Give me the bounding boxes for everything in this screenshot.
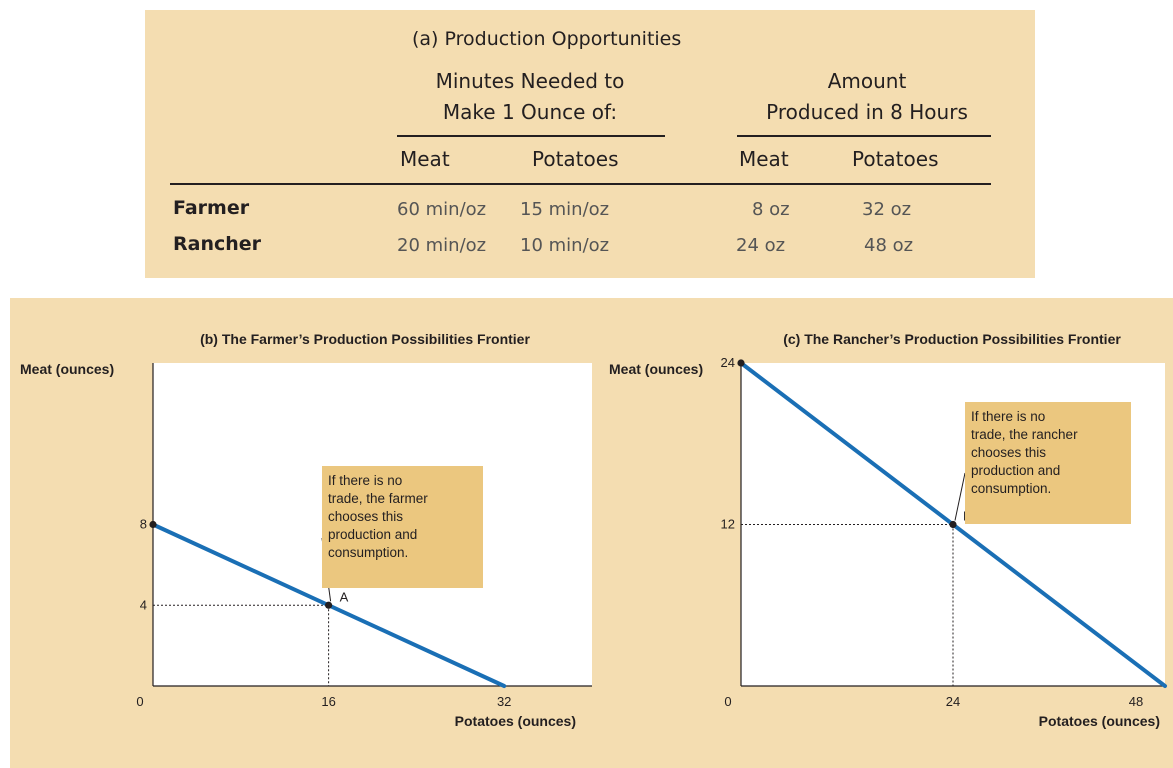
table-cell: 48 oz [864, 235, 914, 256]
row-label-rancher: Rancher [173, 233, 262, 255]
annotation-line: chooses this [971, 445, 1047, 460]
table-cell: 15 min/oz [520, 199, 610, 220]
table-cell: 20 min/oz [397, 235, 487, 256]
group-header-minutes: Minutes Needed to Make 1 Ounce of: [400, 66, 660, 128]
intercept-dot [149, 520, 157, 529]
group-header-line: Produced in 8 Hours [766, 100, 968, 124]
annotation-line: consumption. [971, 481, 1052, 496]
table-title: (a) Production Opportunities [412, 28, 682, 50]
group-rule-amount [737, 135, 991, 137]
y-axis-label: Meat (ounces) [20, 361, 114, 377]
point-dot [949, 520, 957, 529]
annotation-line: If there is no [971, 409, 1046, 424]
column-header-potatoes: Potatoes [852, 147, 939, 171]
group-header-line: Make 1 Ounce of: [442, 100, 618, 124]
x-axis-label: Potatoes (ounces) [1039, 713, 1160, 729]
point-dot [325, 601, 333, 609]
column-header-meat: Meat [400, 147, 450, 171]
y-tick-label: 12 [721, 517, 735, 532]
production-opportunities-table: (a) Production Opportunities Minutes Nee… [145, 10, 1035, 278]
chart-title: (b) The Farmer’s Production Possibilitie… [200, 331, 530, 347]
callout-leader-line [954, 472, 966, 521]
y-tick-label: 4 [140, 597, 147, 612]
table-cell: 10 min/oz [520, 235, 610, 256]
annotation-line: If there is no [328, 473, 403, 488]
x-tick-label: 0 [724, 694, 731, 709]
table-cell: 24 oz [736, 235, 786, 256]
annotation-line: production and [328, 527, 418, 542]
x-tick-label: 16 [321, 694, 335, 709]
header-rule [170, 183, 991, 185]
annotation-callout: If there is no trade, the rancher chooses … [965, 402, 1131, 524]
x-tick-label: 24 [946, 694, 960, 709]
annotation-line: production and [971, 463, 1061, 478]
annotation-callout: If there is no trade, the farmer chooses t… [322, 466, 483, 588]
group-header-line: Minutes Needed to [435, 69, 625, 93]
y-tick-label: 24 [721, 355, 735, 370]
x-tick-label: 0 [136, 694, 143, 709]
row-label-farmer: Farmer [173, 197, 250, 219]
annotation-line: chooses this [328, 509, 404, 524]
group-header-amount: Amount Produced in 8 Hours [742, 66, 992, 128]
column-header-potatoes: Potatoes [532, 147, 619, 171]
column-header-meat: Meat [739, 147, 789, 171]
ppf-charts-svg: (b) The Farmer’s Production Possibilitie… [20, 331, 1167, 729]
table-cell: 32 oz [862, 199, 912, 220]
point-label: A [340, 589, 349, 604]
y-axis-label: Meat (ounces) [609, 361, 703, 377]
chart-title: (c) The Rancher’s Production Possibiliti… [783, 331, 1121, 347]
y-tick-label: 8 [140, 517, 147, 532]
table-cell: 60 min/oz [397, 199, 487, 220]
annotation-line: consumption. [328, 545, 409, 560]
annotation-line: trade, the farmer [328, 491, 428, 506]
ppf-charts-panel: (b) The Farmer’s Production Possibilitie… [10, 298, 1173, 768]
x-tick-label: 48 [1129, 694, 1143, 709]
table-cell: 8 oz [752, 199, 790, 220]
annotation-line: trade, the rancher [971, 427, 1078, 442]
x-tick-label: 32 [497, 694, 511, 709]
intercept-dot [737, 359, 745, 367]
group-header-line: Amount [827, 69, 907, 93]
x-axis-label: Potatoes (ounces) [455, 713, 576, 729]
group-rule-minutes [397, 135, 665, 137]
